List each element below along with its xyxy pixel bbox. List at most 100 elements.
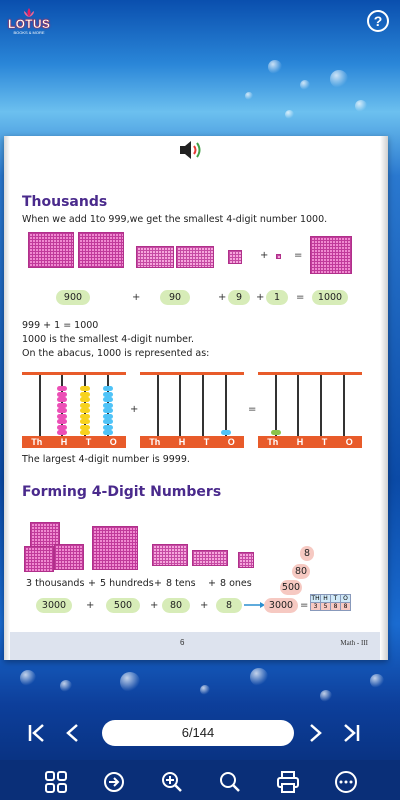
goto-page-icon[interactable]: [102, 770, 126, 794]
label-tens: 8 tens: [166, 578, 196, 589]
plus-sign: +: [154, 578, 162, 589]
logo-text: LOTUS: [8, 17, 51, 31]
thousand-cube: [54, 544, 84, 570]
ones-blocks: [238, 552, 254, 568]
value-pill: 9: [228, 290, 250, 305]
first-page-icon[interactable]: [24, 720, 50, 746]
pv-header: T: [330, 594, 341, 603]
plus-sign: +: [256, 292, 265, 303]
plus-sign: +: [260, 250, 269, 261]
tens-rods: [192, 550, 228, 566]
label-o: O: [345, 437, 353, 447]
abacus-bead: [80, 430, 90, 435]
abacus-bead: [80, 408, 90, 413]
zoom-in-icon[interactable]: [160, 770, 184, 794]
next-page-icon[interactable]: [302, 720, 328, 746]
label-o: O: [227, 437, 235, 447]
pv-digit: 8: [330, 602, 341, 611]
label-h: H: [60, 437, 68, 447]
plus-sign: +: [150, 600, 159, 611]
page-navigation: [0, 712, 400, 752]
plus-sign: +: [208, 578, 216, 589]
tens-block: [228, 250, 242, 264]
abacus-bead: [57, 413, 67, 419]
previous-page-icon[interactable]: [60, 720, 86, 746]
abacus-bead: [103, 413, 113, 419]
place-value-table: TH H T O 3 5 8 8: [310, 594, 351, 611]
thousand-cube: [78, 232, 124, 268]
label-ones: 8 ones: [220, 578, 252, 589]
bottom-toolbar: [0, 760, 400, 800]
pv-header: TH: [310, 594, 321, 603]
abacus-bead: [57, 397, 67, 402]
label-t: T: [203, 437, 210, 447]
abacus-bead: [103, 402, 113, 408]
abacus-bead: [103, 391, 113, 397]
value-pill: 80: [162, 598, 190, 613]
pv-digit: 3: [310, 602, 321, 611]
help-button[interactable]: ?: [367, 10, 389, 32]
thousand-cube: [30, 522, 60, 548]
equals-sign: =: [300, 600, 309, 611]
print-icon[interactable]: [276, 770, 300, 794]
abacus-bead: [80, 391, 90, 397]
abacus-bead: [57, 424, 67, 430]
smallest-line: 1000 is the smallest 4-digit number.: [22, 334, 195, 345]
plus-sign: +: [132, 292, 141, 303]
abacus-bead: [57, 386, 67, 391]
value-pill: 900: [56, 290, 90, 305]
plus-sign: +: [130, 404, 139, 415]
abacus-bead: [57, 408, 67, 413]
value-pill: 3000: [36, 598, 72, 613]
label-th: Th: [31, 437, 43, 447]
last-page-icon[interactable]: [338, 720, 364, 746]
value-pill: 1000: [312, 290, 348, 305]
logo-subtext: BOOKS & MORE: [13, 30, 45, 35]
abacus-bead: [80, 413, 90, 419]
intro-text: When we add 1to 999,we get the smallest …: [22, 214, 328, 225]
plus-sign: +: [200, 600, 209, 611]
abacus-bead: [221, 430, 231, 435]
hundreds-stack: [92, 526, 138, 570]
abacus-line: On the abacus, 1000 is represented as:: [22, 348, 210, 359]
more-icon[interactable]: [334, 770, 358, 794]
page-indicator[interactable]: 6/144: [102, 720, 294, 746]
label-t: T: [85, 437, 92, 447]
equals-sign: =: [248, 404, 257, 415]
hundred-flat: [176, 246, 214, 268]
page-footer: 6 Math - III: [10, 632, 380, 660]
subject-label: Math - III: [340, 639, 368, 647]
abacus-bead: [80, 402, 90, 408]
thumbnails-icon[interactable]: [44, 770, 68, 794]
result-cube: [310, 236, 352, 274]
abacus-bead: [57, 419, 67, 424]
arrow-right-icon: [244, 602, 265, 608]
tens-rods: [152, 544, 188, 566]
pv-digit: 5: [320, 602, 331, 611]
abacus-bead: [57, 391, 67, 397]
abacus-bead: [103, 419, 113, 424]
abacus-bead: [80, 424, 90, 430]
value-pill: 500: [106, 598, 140, 613]
abacus-999: Th H T O: [22, 372, 126, 448]
stack-pill: 80: [292, 564, 310, 579]
value-pill: 90: [160, 290, 190, 305]
lotus-logo: LOTUS BOOKS & MORE: [8, 8, 50, 38]
search-icon[interactable]: [218, 770, 242, 794]
speaker-icon[interactable]: [178, 140, 204, 160]
heading-forming: Forming 4-Digit Numbers: [22, 484, 222, 500]
abacus-bead: [103, 424, 113, 430]
thousand-cube: [24, 546, 54, 572]
one-block: [276, 254, 281, 259]
largest-line: The largest 4-digit number is 9999.: [22, 454, 190, 465]
book-page: Thousands When we add 1to 999,we get the…: [4, 136, 388, 660]
abacus-1: Th H T O: [140, 372, 244, 448]
value-pill: 1: [266, 290, 288, 305]
hundred-flat: [136, 246, 174, 268]
label-t: T: [321, 437, 328, 447]
label-h: H: [178, 437, 186, 447]
abacus-bead: [57, 430, 67, 435]
abacus-bead: [103, 386, 113, 391]
abacus-bead: [80, 386, 90, 391]
